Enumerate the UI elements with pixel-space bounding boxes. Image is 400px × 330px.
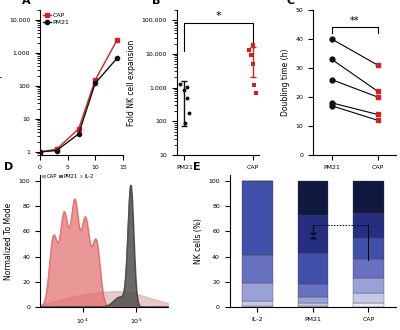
Text: B: B [152,0,160,6]
Y-axis label: Fold NK expansion: Fold NK expansion [0,47,3,118]
Point [177,81,184,86]
Text: E: E [193,162,201,172]
Bar [298,253,328,284]
Text: A: A [22,0,30,6]
Bar [353,259,384,278]
PM21 [54,148,59,152]
Point [247,53,254,58]
Text: C: C [287,0,295,6]
Bar [242,283,273,301]
Bar [242,301,273,306]
CAP [76,127,81,131]
Bar [353,278,384,293]
Bar [242,181,273,255]
Text: *: * [216,11,221,21]
Bar [298,306,328,307]
Text: D: D [4,162,14,172]
Point [252,90,259,95]
Point [182,120,188,125]
X-axis label: Culture time (d): Culture time (d) [51,175,112,184]
Legend: CAP, PM21: CAP, PM21 [43,13,69,25]
Bar [298,297,328,303]
Bar [353,238,384,259]
Y-axis label: Normalized To Mode: Normalized To Mode [4,202,13,280]
PM21 [115,56,120,60]
Bar [298,215,328,253]
Point [250,61,256,67]
Point [251,82,258,87]
Bar [242,306,273,307]
PM21 [38,150,42,154]
Point [181,87,187,93]
CAP [38,150,42,154]
Y-axis label: Doubling time (h): Doubling time (h) [281,49,290,116]
Point [184,84,190,89]
Bar [298,284,328,297]
Bar [353,213,384,238]
PM21 [93,81,98,85]
Text: **: ** [350,16,359,26]
CAP [54,147,59,151]
Bar [298,181,328,215]
Point [186,110,192,116]
Y-axis label: NK cells (%): NK cells (%) [194,218,203,264]
CAP [93,78,98,82]
Bar [353,181,384,213]
Bar [353,303,384,307]
Y-axis label: Fold NK cell expansion: Fold NK cell expansion [127,39,136,126]
Legend: CAP, PM21, IL-2: CAP, PM21, IL-2 [40,172,96,182]
Bar [353,293,384,303]
Point [246,47,252,52]
Point [250,43,256,48]
Point [183,95,190,100]
CAP [115,38,120,42]
Bar [242,255,273,283]
PM21 [76,132,81,136]
Line: PM21: PM21 [38,56,119,154]
Bar [298,303,328,306]
Line: CAP: CAP [38,38,119,154]
